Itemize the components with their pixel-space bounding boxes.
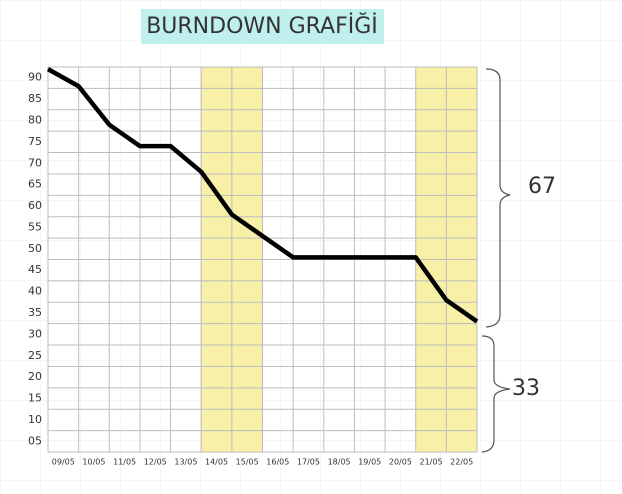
line-series	[46, 67, 479, 324]
x-tick-label: 21/05	[420, 458, 443, 467]
y-tick-label: 50	[28, 242, 42, 255]
chart-title: BURNDOWN GRAFİĞİ	[146, 13, 378, 39]
x-tick-label: 12/05	[144, 458, 167, 467]
x-tick-label: 09/05	[52, 458, 75, 467]
x-tick-label: 22/05	[450, 458, 473, 467]
y-tick-label: 10	[28, 413, 42, 426]
y-tick-label: 70	[28, 156, 42, 169]
x-tick-label: 14/05	[205, 458, 228, 467]
y-tick-label: 05	[28, 434, 42, 447]
y-tick-label: 60	[28, 199, 42, 212]
x-tick-label: 11/05	[113, 458, 136, 467]
x-tick-label: 19/05	[358, 458, 381, 467]
y-tick-label: 55	[28, 220, 42, 233]
brace	[481, 335, 511, 453]
x-tick-label: 15/05	[236, 458, 259, 467]
annotation: 33	[512, 376, 540, 401]
y-tick-label: 25	[28, 349, 42, 362]
annotation: 67	[528, 174, 556, 199]
y-tick-label: 20	[28, 370, 42, 383]
y-tick-label: 65	[28, 178, 42, 191]
x-tick-label: 10/05	[82, 458, 105, 467]
x-tick-label: 20/05	[389, 458, 412, 467]
x-tick-label: 16/05	[266, 458, 289, 467]
y-tick-label: 85	[28, 92, 42, 105]
y-tick-label: 45	[28, 263, 42, 276]
y-tick-label: 80	[28, 113, 42, 126]
y-tick-label: 90	[28, 71, 42, 84]
brace	[485, 68, 511, 328]
y-tick-label: 75	[28, 135, 42, 148]
y-tick-label: 35	[28, 306, 42, 319]
x-tick-label: 17/05	[297, 458, 320, 467]
y-tick-label: 40	[28, 285, 42, 298]
y-tick-label: 30	[28, 327, 42, 340]
x-tick-label: 13/05	[174, 458, 197, 467]
title-background	[141, 9, 384, 44]
y-tick-label: 15	[28, 392, 42, 405]
x-tick-label: 18/05	[328, 458, 351, 467]
